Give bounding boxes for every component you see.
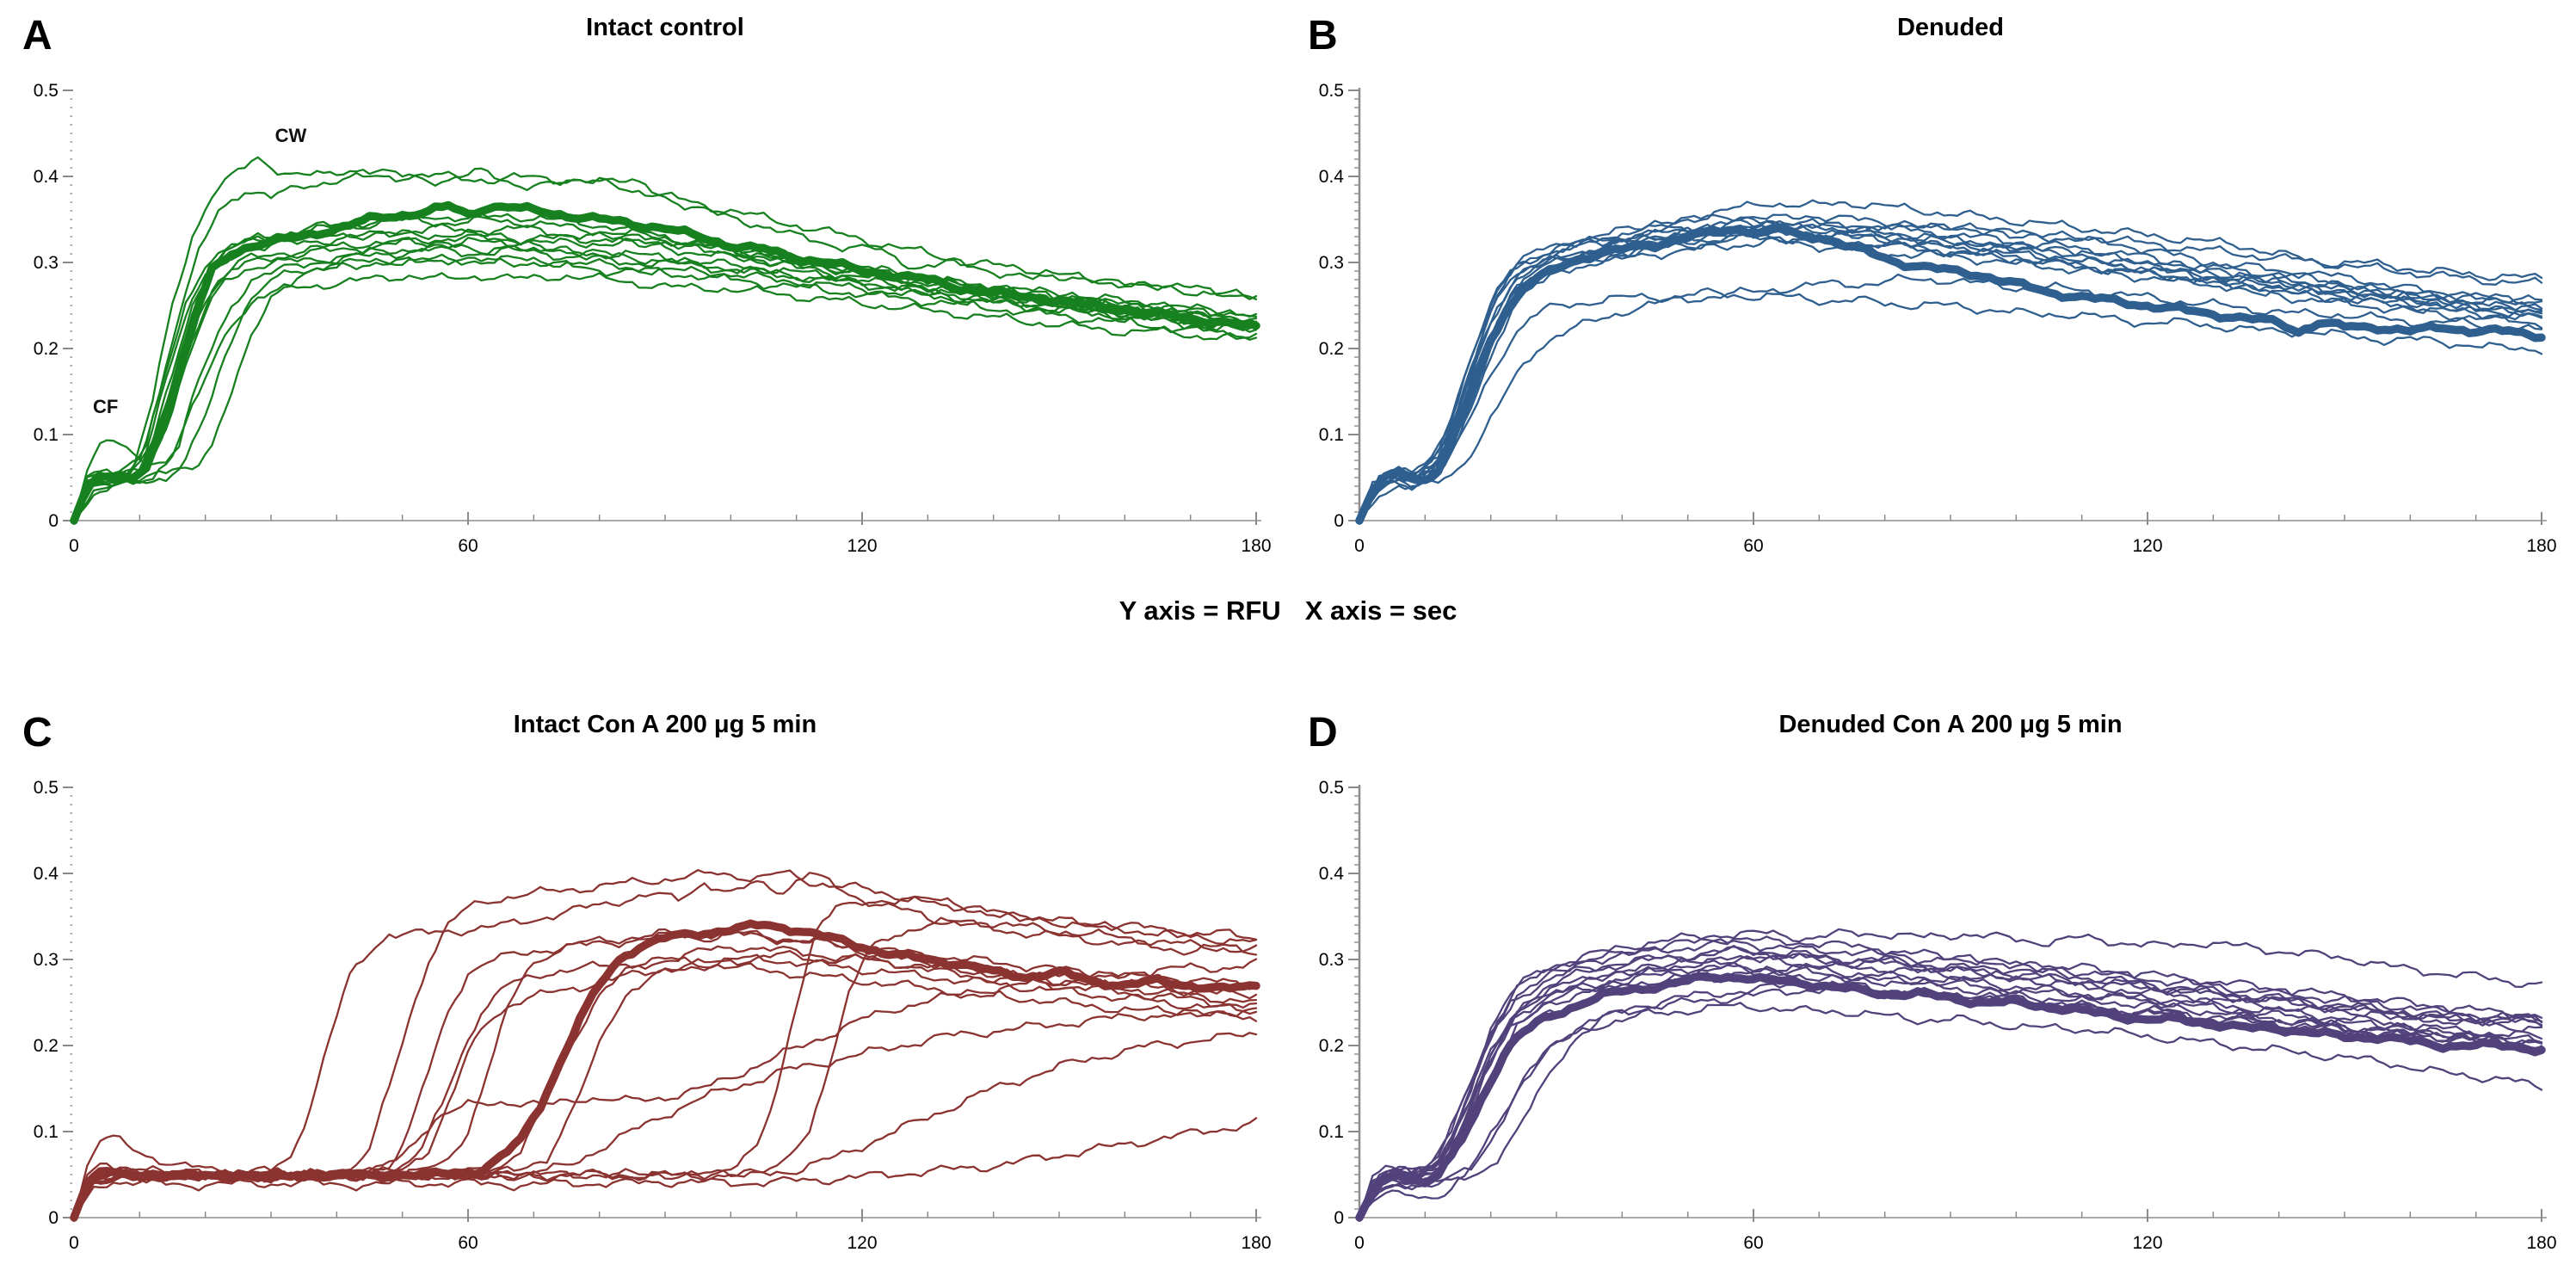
svg-text:0: 0 [1354, 536, 1365, 556]
line-chart-denuded-cona: 0 60 120 180 0 0.1 0.2 0.3 0.4 0.5 [1319, 778, 2557, 1253]
svg-text:120: 120 [847, 536, 877, 556]
line-chart-denuded: 0 60 120 180 0 0.1 0.2 0.3 0.4 0.5 [1319, 81, 2557, 556]
svg-text:180: 180 [2526, 1233, 2556, 1253]
svg-text:0.4: 0.4 [34, 864, 59, 884]
caption-x-axis: X axis = sec [1304, 595, 1457, 626]
svg-text:60: 60 [458, 536, 478, 556]
panel-denuded-cona: D Denuded Con A 200 μg 5 min 0 60 120 180 0 0… [1285, 697, 2576, 1277]
svg-text:0.2: 0.2 [1319, 339, 1344, 359]
svg-text:CF: CF [93, 396, 118, 417]
svg-text:0: 0 [69, 1233, 79, 1253]
svg-text:0.5: 0.5 [1319, 778, 1344, 798]
panel-title-intact-cona: Intact Con A 200 μg 5 min [513, 711, 817, 738]
svg-text:60: 60 [1743, 536, 1763, 556]
svg-text:0.2: 0.2 [34, 1036, 59, 1056]
panel-title-denuded-cona: Denuded Con A 200 μg 5 min [1778, 711, 2123, 738]
panel-letter-a: A [22, 13, 52, 59]
svg-text:0.3: 0.3 [1319, 950, 1344, 970]
panel-title-denuded: Denuded [1896, 14, 2005, 41]
svg-text:0.4: 0.4 [1319, 864, 1345, 884]
svg-text:0: 0 [1334, 1208, 1344, 1228]
panel-letter-c: C [22, 710, 52, 756]
svg-text:60: 60 [458, 1233, 478, 1253]
panel-letter-b: B [1308, 13, 1338, 59]
svg-text:0: 0 [1354, 1233, 1365, 1253]
svg-text:0.4: 0.4 [1319, 167, 1345, 187]
panel-intact-cona: C Intact Con A 200 μg 5 min 0 60 120 180 0 0.… [0, 697, 1291, 1277]
line-chart-intact-cona: 0 60 120 180 0 0.1 0.2 0.3 0.4 0.5 [34, 778, 1272, 1253]
svg-text:0: 0 [48, 511, 59, 531]
panel-title-intact-control: Intact control [586, 14, 744, 41]
svg-text:0.3: 0.3 [34, 950, 59, 970]
svg-text:120: 120 [2132, 1233, 2162, 1253]
svg-text:60: 60 [1743, 1233, 1763, 1253]
svg-text:120: 120 [2132, 536, 2162, 556]
axis-units-caption: Y axis = RFU X axis = sec [0, 595, 2576, 626]
svg-text:0: 0 [48, 1208, 59, 1228]
svg-text:0.1: 0.1 [1319, 425, 1344, 445]
svg-text:0.5: 0.5 [34, 81, 59, 101]
svg-text:0.3: 0.3 [34, 253, 59, 273]
svg-text:0.5: 0.5 [34, 778, 59, 798]
svg-text:0.2: 0.2 [1319, 1036, 1344, 1056]
svg-text:180: 180 [1241, 536, 1271, 556]
svg-text:0.5: 0.5 [1319, 81, 1344, 101]
svg-text:180: 180 [1241, 1233, 1271, 1253]
svg-text:0: 0 [69, 536, 79, 556]
svg-text:CW: CW [275, 125, 307, 146]
svg-text:0.4: 0.4 [34, 167, 59, 187]
caption-y-axis: Y axis = RFU [1119, 595, 1281, 626]
svg-text:120: 120 [847, 1233, 877, 1253]
panel-denuded: B Denuded 0 60 120 180 0 0.1 0.2 0.3 0.4 0.5 [1285, 0, 2576, 602]
panel-letter-d: D [1308, 710, 1338, 756]
svg-text:0.1: 0.1 [34, 1122, 59, 1142]
svg-text:180: 180 [2526, 536, 2556, 556]
svg-text:0: 0 [1334, 511, 1344, 531]
panel-intact-control: A Intact control 0 60 120 180 0 0.1 0.2 0.3 0.4 0… [0, 0, 1291, 602]
svg-text:0.1: 0.1 [34, 425, 59, 445]
svg-text:0.3: 0.3 [1319, 253, 1344, 273]
svg-text:0.2: 0.2 [34, 339, 59, 359]
svg-text:0.1: 0.1 [1319, 1122, 1344, 1142]
line-chart-intact-control: 0 60 120 180 0 0.1 0.2 0.3 0.4 0.5 CW CF [34, 81, 1272, 556]
